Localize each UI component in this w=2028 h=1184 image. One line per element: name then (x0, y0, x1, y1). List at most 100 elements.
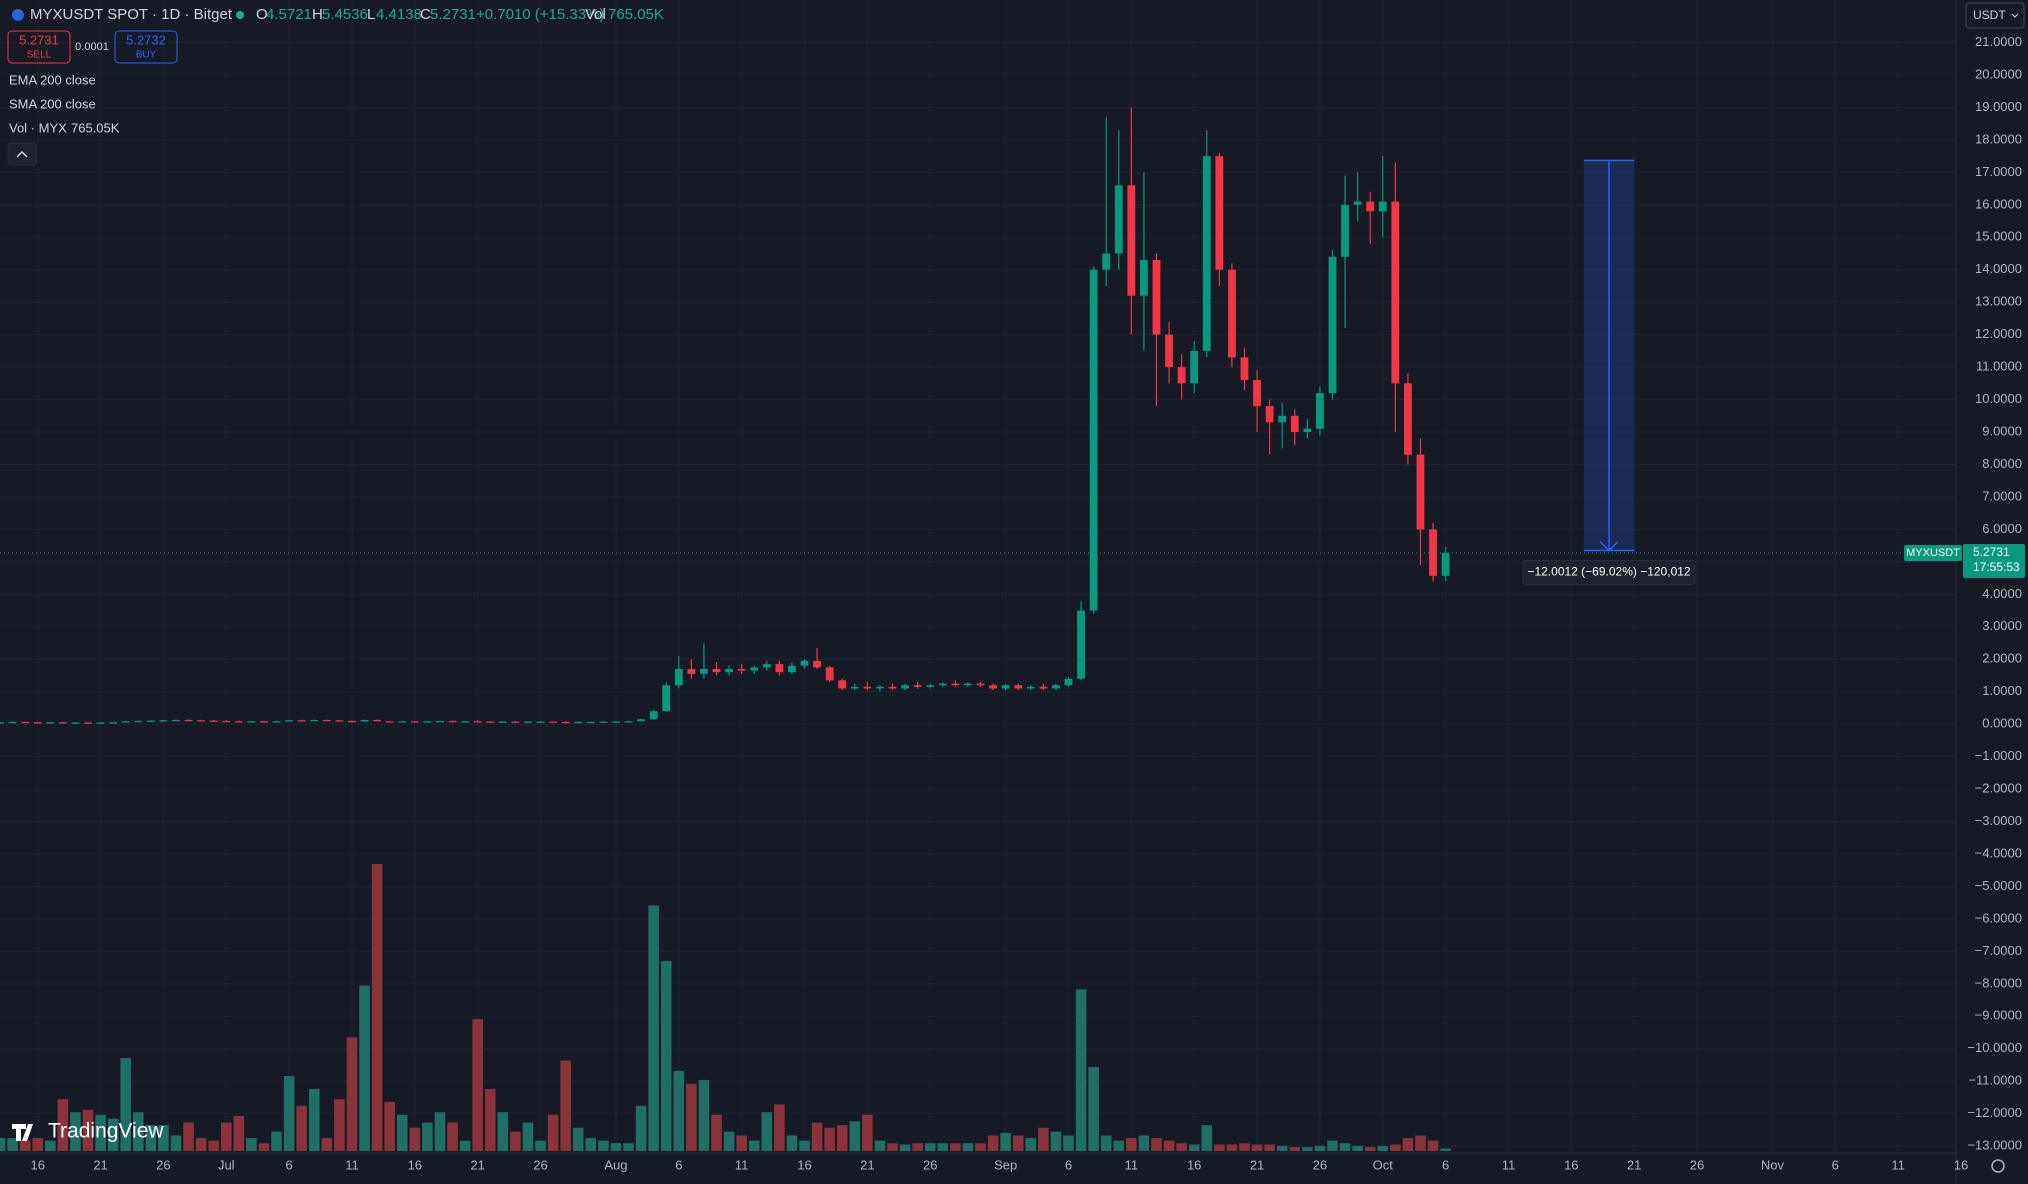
y-tick-label: −13.0000 (1967, 1138, 2022, 1153)
symbol-tag (1904, 545, 1962, 562)
candle-body (800, 660, 809, 666)
volume-bar (371, 864, 383, 1151)
candle-body (486, 721, 495, 723)
volume-bar (748, 1140, 760, 1151)
candle-body (951, 683, 960, 686)
x-tick-label: 16 (797, 1157, 811, 1172)
volume-bar (547, 1114, 559, 1151)
ohlc-low-label: L (367, 6, 375, 23)
sell-button[interactable] (7, 30, 71, 64)
buy-label: BUY (136, 50, 157, 61)
volume-bar (862, 1114, 873, 1151)
volume-bar (1025, 1138, 1037, 1151)
candle-body (436, 720, 444, 723)
volume-bar (924, 1143, 936, 1151)
volume-bar (82, 1109, 94, 1151)
x-tick-label: Sep (994, 1157, 1017, 1172)
candle-body (813, 660, 821, 668)
logo-icon (12, 1124, 33, 1141)
candle-body (612, 721, 620, 723)
x-tick-label: 16 (408, 1157, 422, 1172)
volume-bar (1201, 1125, 1213, 1151)
candle-body (322, 719, 331, 722)
candle-body (1102, 253, 1111, 270)
buy-button[interactable] (114, 30, 178, 64)
candle-body (71, 722, 80, 724)
volume-bar (874, 1140, 886, 1151)
candle-body (876, 686, 884, 689)
indicator-ema[interactable]: EMA 200 close (9, 72, 96, 87)
candle-body (197, 720, 206, 722)
measure-label: −12.0012 (−69.02%) −120,012 (1527, 565, 1690, 579)
indicator-volume[interactable]: Vol · MYX (9, 120, 67, 135)
y-tick-label: 11.0000 (1976, 359, 2022, 374)
price-pane (0, 107, 1450, 724)
symbol-tag-text: MYXUSDT (1906, 547, 1960, 559)
volume-bar (648, 905, 659, 1151)
price-tag (1963, 544, 2025, 579)
x-tick-label: Oct (1373, 1157, 1394, 1172)
volume-bar (761, 1112, 773, 1151)
volume-bar (1226, 1144, 1238, 1151)
indicator-sma[interactable]: SMA 200 close (9, 96, 96, 111)
collapse-button[interactable] (7, 142, 37, 166)
x-tick-label: 6 (1442, 1157, 1449, 1172)
spread: 0.0001 (75, 41, 109, 53)
measure-arrow-head (1599, 540, 1619, 552)
volume-bar (447, 1122, 458, 1151)
volume-bar (711, 1114, 722, 1151)
candle-body (1416, 454, 1425, 530)
candle-body (1240, 357, 1249, 381)
candle-body (134, 720, 143, 723)
volume-bar (384, 1101, 395, 1151)
candle-body (901, 685, 909, 689)
x-tick-label: 6 (286, 1157, 293, 1172)
x-tick-label: 26 (156, 1157, 170, 1172)
volume-bar (120, 1057, 131, 1151)
candle-body (423, 721, 432, 723)
volume-bar (1113, 1140, 1125, 1151)
y-tick-label: 17.0000 (1975, 164, 2022, 179)
candle-body (1089, 269, 1098, 611)
candle-body (310, 719, 319, 722)
candle-body (1202, 156, 1211, 351)
volume-bar (45, 1140, 56, 1151)
volume-bar (1440, 1148, 1451, 1151)
volume-bar (459, 1140, 471, 1151)
volume-bar (7, 1138, 18, 1151)
buy-price: 5.2732 (126, 32, 166, 47)
y-tick-label: 20.0000 (1975, 66, 2022, 81)
volume-bar (1415, 1135, 1426, 1151)
currency-select[interactable] (1965, 2, 2025, 29)
volume-bar (1377, 1145, 1389, 1151)
volume-bar (1050, 1131, 1062, 1151)
volume-bar (1126, 1138, 1137, 1151)
candle-body (926, 685, 935, 687)
volume-bar (1364, 1147, 1376, 1151)
settings[interactable] (1991, 1159, 2005, 1173)
candle-body (260, 721, 268, 723)
candle-body (863, 686, 872, 689)
volume-bar (836, 1125, 848, 1151)
volume-bar (912, 1143, 923, 1151)
settings-icon[interactable] (1991, 1159, 2005, 1173)
volume-bar (975, 1143, 986, 1151)
candle-body (172, 719, 180, 722)
volume-bar (359, 985, 370, 1151)
volume-bar (308, 1088, 320, 1151)
candle-body (109, 722, 118, 724)
x-tick-label: 16 (1187, 1157, 1201, 1172)
candle-body (159, 720, 168, 722)
volume-bar (736, 1135, 747, 1151)
y-tick-label: 14.0000 (1975, 261, 2022, 276)
candle-body (1114, 185, 1123, 254)
candle-body (1014, 685, 1023, 689)
candle-body (448, 720, 457, 723)
x-tick-label: 11 (1125, 1157, 1139, 1172)
volume-bar (849, 1121, 861, 1151)
volume-bar (1251, 1144, 1263, 1151)
candle-body (33, 722, 42, 724)
ohlc-open-label: O (256, 6, 268, 23)
